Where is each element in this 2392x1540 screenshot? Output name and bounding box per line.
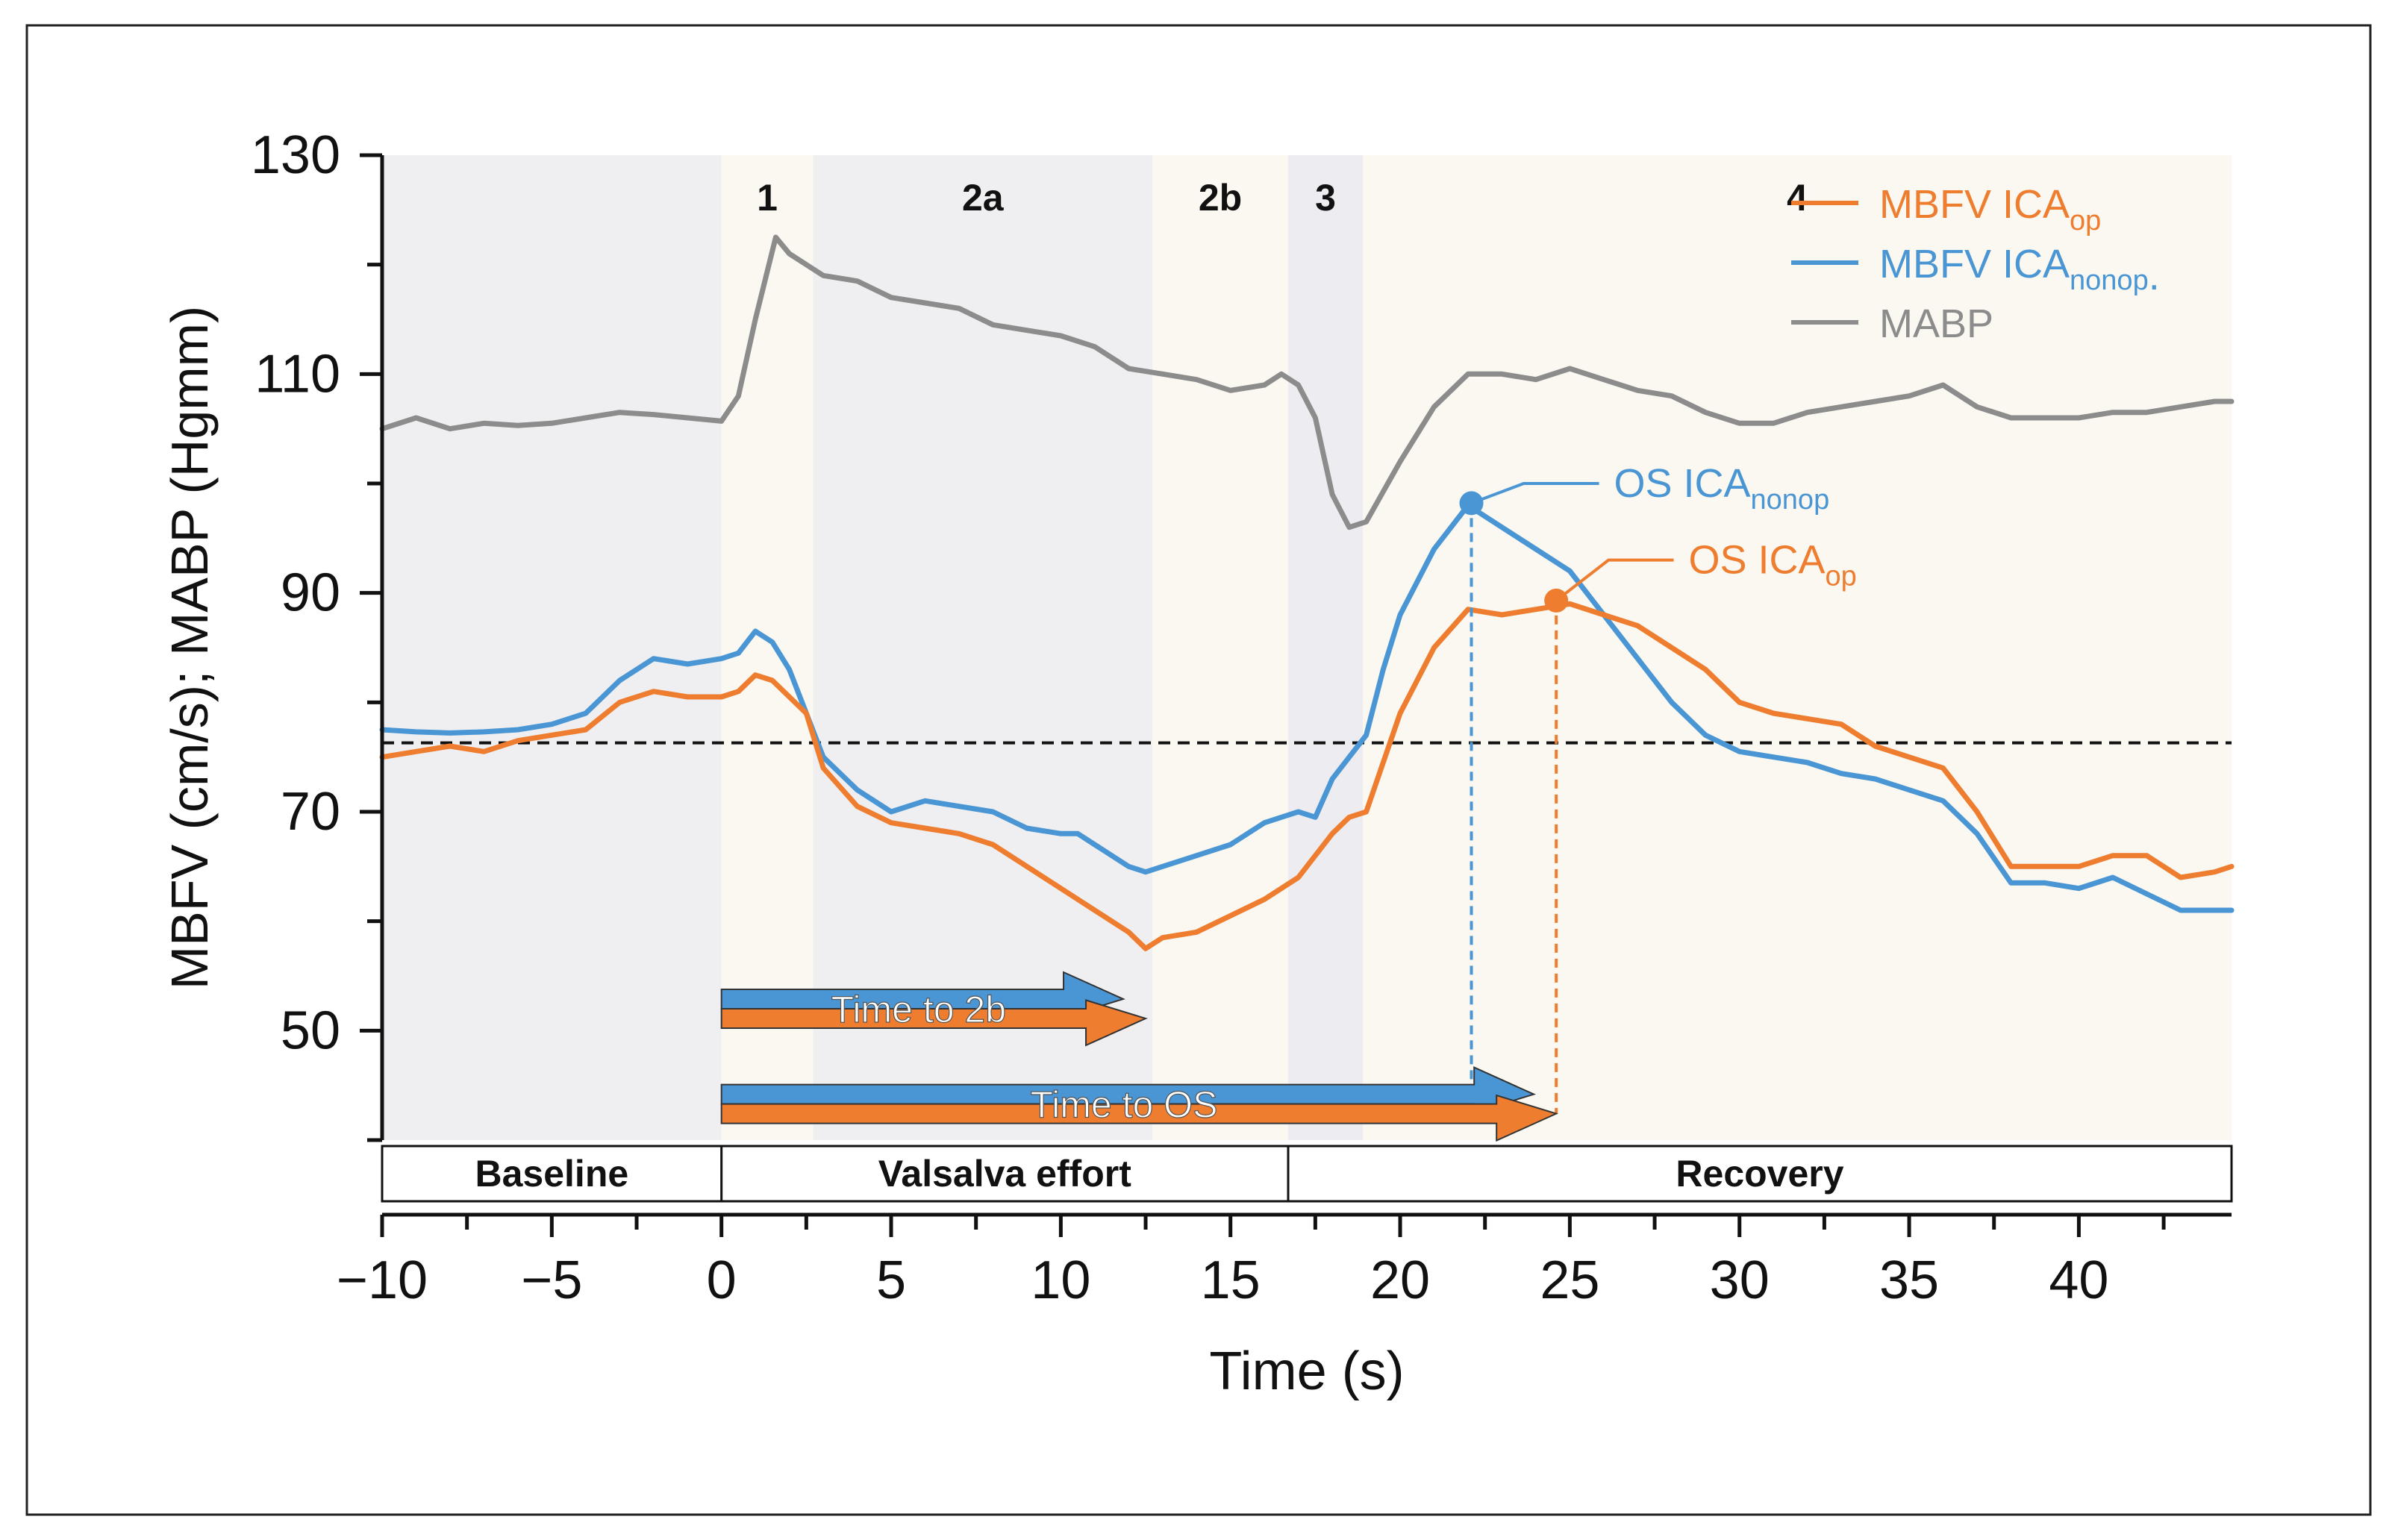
x-tick-label: −5 <box>521 1251 582 1310</box>
series-line <box>379 502 2235 913</box>
overshoot-label-main: OS ICA <box>1689 538 1826 583</box>
y-tick-label: 70 <box>281 782 340 842</box>
legend-entry: MBFV ICAop <box>1879 182 2101 237</box>
x-tick-label: 40 <box>2049 1251 2108 1310</box>
y-tick-label: 130 <box>251 125 340 185</box>
y-tick-label: 110 <box>254 344 340 404</box>
overshoot-point <box>1459 491 1484 516</box>
phase-label: 4 <box>1787 177 1808 219</box>
x-tick-label: 25 <box>1540 1251 1599 1310</box>
legend-entry-suffix: . <box>2149 254 2160 298</box>
legend-entry-main: MBFV ICA <box>1879 242 2070 287</box>
phase-band <box>1363 155 2232 1140</box>
overshoot-label-sub: nonop <box>1751 484 1830 516</box>
x-tick-label: 35 <box>1879 1251 1939 1310</box>
x-tick-label: 15 <box>1201 1251 1261 1310</box>
period-bar <box>381 1145 2233 1203</box>
time-arrow-orange <box>720 1094 1559 1142</box>
x-tick-label: −10 <box>337 1251 428 1310</box>
time-arrow-label: Time to OS <box>1030 1084 1217 1126</box>
y-tick-label: 90 <box>281 563 340 623</box>
phase-label: 3 <box>1315 177 1336 219</box>
overshoot-label-sub: op <box>1826 561 1857 592</box>
phase-band <box>1152 155 1288 1140</box>
time-arrow-label: Time to 2b <box>831 989 1006 1030</box>
x-tick-label: 20 <box>1370 1251 1430 1310</box>
y-axis-title: MBFV (cm/s); MABP (Hgmm) <box>160 306 219 989</box>
y-tick-label: 50 <box>281 1001 340 1060</box>
overshoot-label: OS ICAop <box>1689 538 1857 592</box>
period-label: Recovery <box>1676 1153 1843 1195</box>
series-line <box>379 234 2235 530</box>
phase-label: 1 <box>757 177 778 219</box>
overshoot-leader-line <box>1470 482 1599 505</box>
overshoot-leader-line <box>1555 558 1674 602</box>
period-label: Valsalva effort <box>878 1153 1131 1195</box>
legend-entry: MABP <box>1879 301 1993 346</box>
legend-entry-sub: nonop <box>2070 265 2149 296</box>
legend-entry: MBFV ICAnonop. <box>1879 242 2160 298</box>
time-arrow-orange <box>720 999 1148 1047</box>
legend-entry-sub: op <box>2070 205 2101 237</box>
x-tick-label: 10 <box>1031 1251 1090 1310</box>
phase-band <box>1287 155 1364 1140</box>
period-label: Baseline <box>475 1153 629 1195</box>
x-tick-label: 0 <box>707 1251 737 1310</box>
phase-band <box>382 155 722 1140</box>
overshoot-point <box>1544 588 1569 613</box>
legend-entry-main: MABP <box>1879 301 1993 346</box>
x-tick-label: 30 <box>1710 1251 1770 1310</box>
x-axis-title: Time (s) <box>1209 1342 1404 1401</box>
phase-band <box>721 155 814 1140</box>
phase-label: 2b <box>1199 177 1242 219</box>
legend-entry-main: MBFV ICA <box>1879 182 2070 227</box>
overshoot-label-main: OS ICA <box>1614 461 1750 506</box>
overshoot-label: OS ICAnonop <box>1614 461 1829 516</box>
phase-label: 2a <box>962 177 1005 219</box>
series-line <box>379 601 2235 951</box>
figure-border <box>25 24 2372 1516</box>
x-tick-label: 5 <box>876 1251 906 1310</box>
